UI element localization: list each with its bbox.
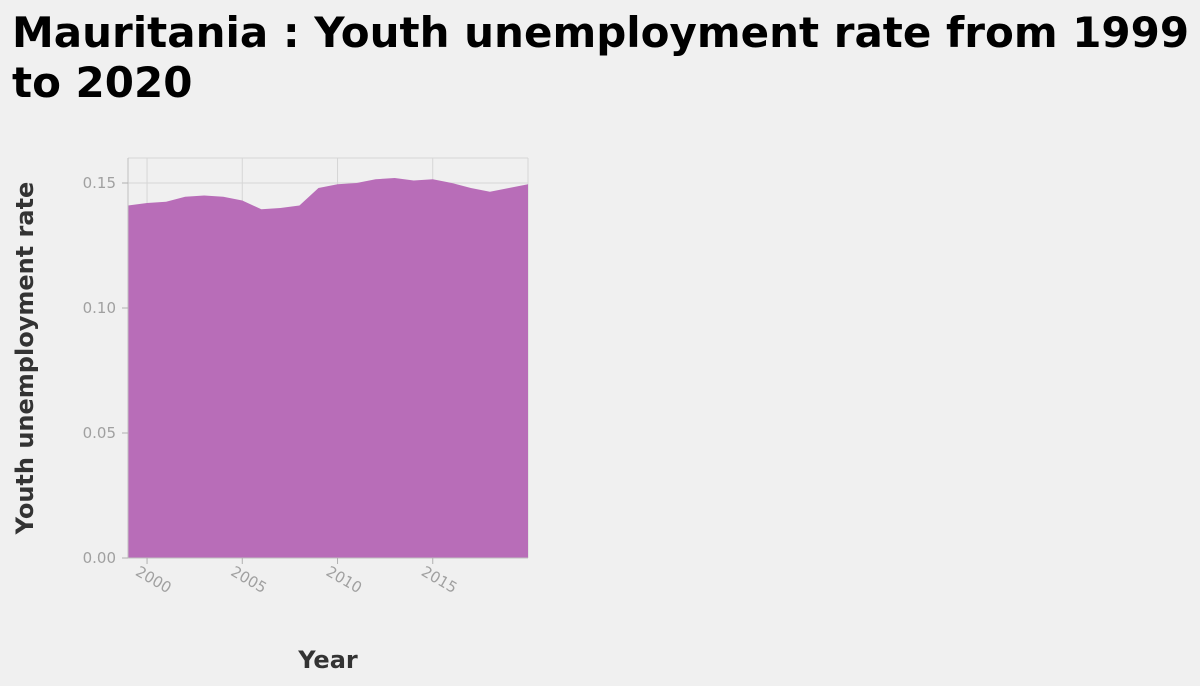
y-tick-label: 0.00 <box>83 549 116 567</box>
y-tick-label: 0.15 <box>83 174 116 192</box>
y-axis-title: Youth unemployment rate <box>11 182 39 536</box>
y-tick-label: 0.05 <box>83 424 116 442</box>
x-tick-label: 2000 <box>133 562 175 597</box>
x-tick-label: 2005 <box>228 562 270 597</box>
x-tick-label: 2010 <box>323 562 365 597</box>
area-series <box>128 178 528 558</box>
x-tick-label: 2015 <box>418 562 460 597</box>
series-layer <box>128 178 528 558</box>
y-tick-label: 0.10 <box>83 299 116 317</box>
x-axis-title: Year <box>297 646 358 674</box>
